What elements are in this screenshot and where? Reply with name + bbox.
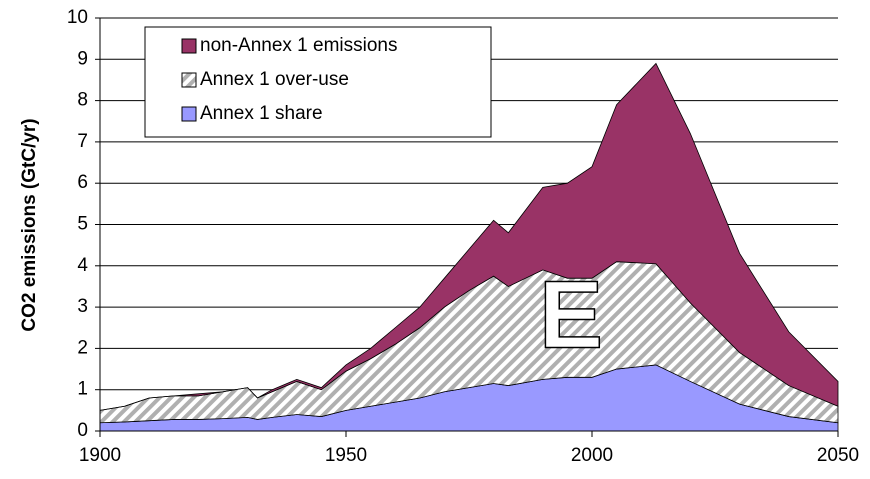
- legend-swatch: [181, 106, 197, 122]
- y-tick-label: 2: [77, 337, 88, 358]
- y-tick-label: 8: [77, 90, 88, 111]
- y-axis-label: CO2 emissions (GtC/yr): [19, 118, 40, 331]
- legend-swatch: [181, 38, 197, 54]
- y-tick-label: 7: [77, 131, 88, 152]
- y-tick-label: 6: [77, 172, 88, 193]
- x-tick-label: 2050: [817, 445, 859, 466]
- legend-label: Annex 1 over-use: [200, 69, 349, 90]
- y-tick-label: 4: [77, 255, 88, 276]
- y-tick-label: 3: [77, 296, 88, 317]
- y-tick-label: 10: [67, 7, 88, 28]
- legend-swatch: [181, 72, 197, 88]
- annotation: E: [539, 261, 603, 368]
- y-tick-label: 0: [77, 420, 88, 441]
- y-tick-label: 5: [77, 214, 88, 235]
- x-tick-label: 1950: [325, 445, 367, 466]
- y-tick-label: 9: [77, 48, 88, 69]
- area: [99, 62, 839, 411]
- y-tick-label: 1: [77, 379, 88, 400]
- x-tick-label: 1900: [79, 445, 121, 466]
- legend-label: non-Annex 1 emissions: [200, 35, 398, 56]
- legend-label: Annex 1 share: [200, 103, 323, 124]
- x-tick-label: 2000: [571, 445, 613, 466]
- legend-box: [144, 26, 492, 138]
